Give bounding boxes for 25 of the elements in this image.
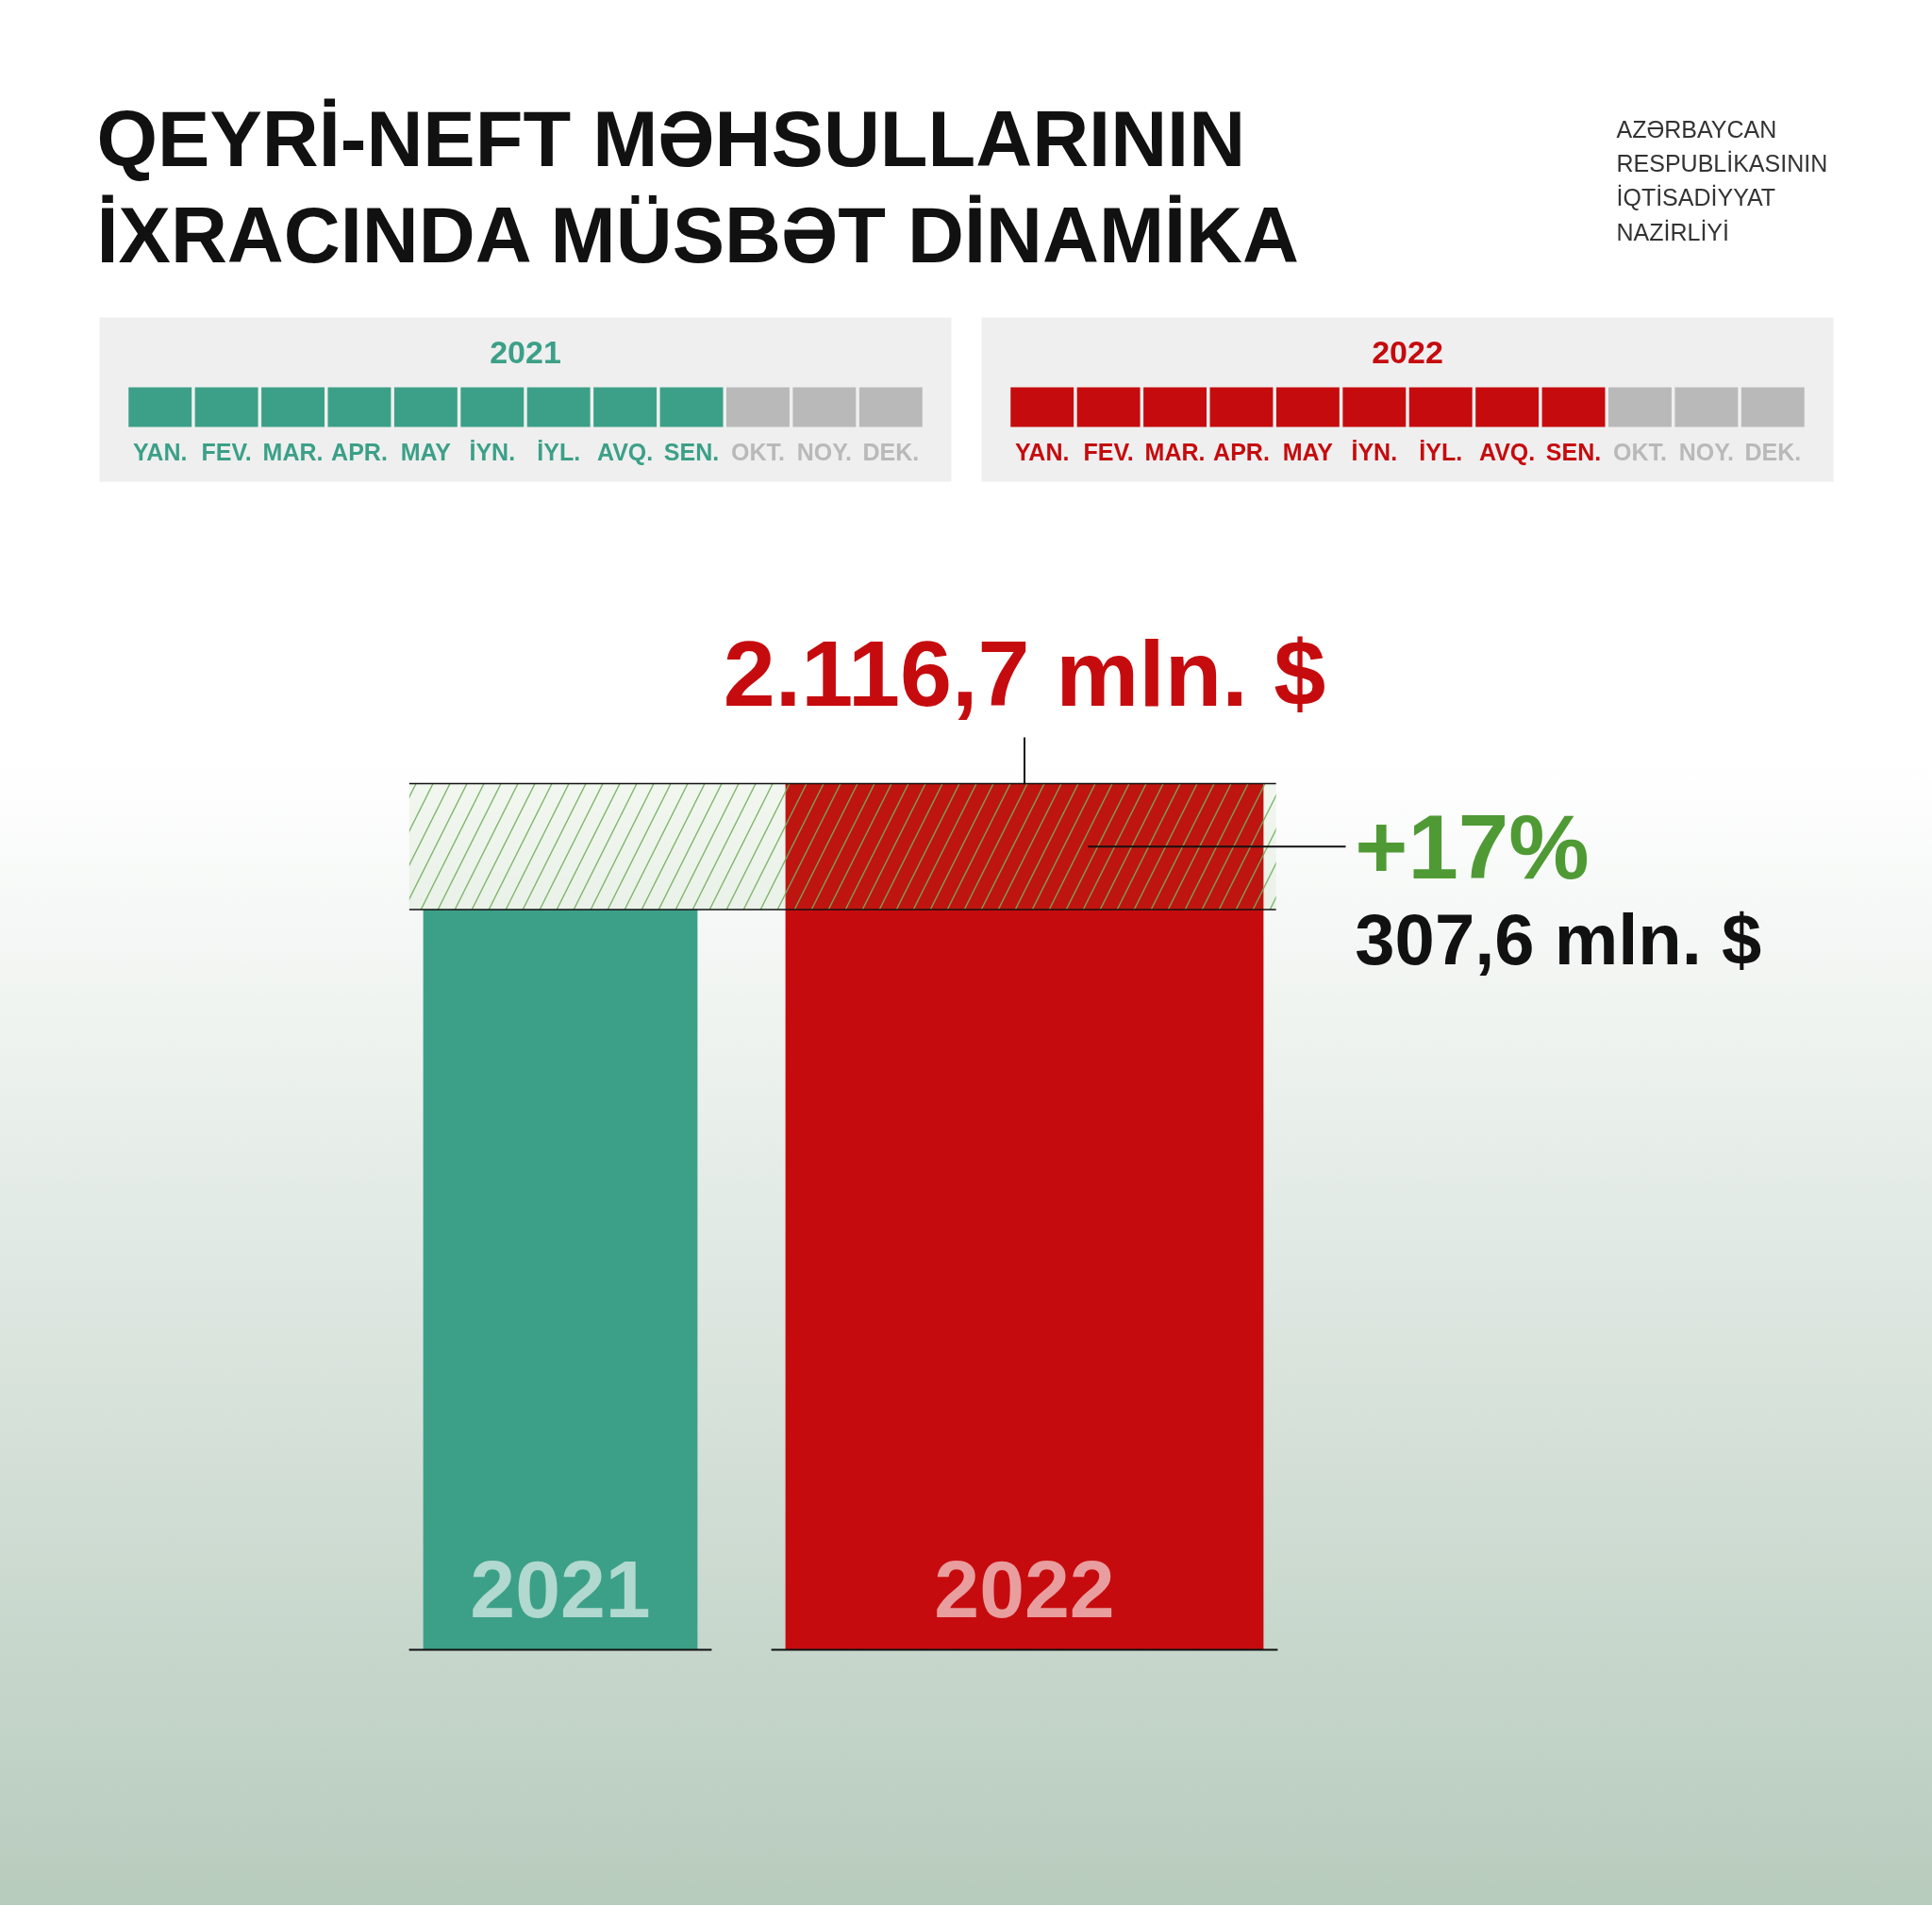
text: 2021 (470, 1544, 651, 1634)
chart-title: QEYRİ-NEFT MƏHSULLARININ İXRACINDA MÜSBƏT DİNAMİKA (96, 94, 1299, 279)
annotation: 307,6 mln. $ (1355, 898, 1762, 979)
x-tick-label: SEN. (663, 438, 720, 465)
x-tick-label: APR. (331, 438, 388, 465)
x-tick-label: MAR. (1144, 438, 1206, 465)
x-tick-label: MAR. (262, 438, 324, 465)
x-tick-label: YAN. (132, 438, 188, 465)
x-tick-label: AVQ. (596, 438, 654, 465)
text: 2022 (934, 1544, 1115, 1634)
x-tick-label: İYN. (1351, 438, 1398, 465)
x-tick-label: AVQ. (1478, 438, 1536, 465)
text: AZƏRBAYCAN RESPUBLİKASININ İQTİSADİYYAT NAZİRLİYİ (1616, 115, 1828, 245)
x-tick-label: FEV. (201, 438, 252, 465)
x-tick-label: MAY (400, 438, 452, 465)
x-tick-label: İYN. (469, 438, 516, 465)
band-label: +17% (1355, 795, 1590, 897)
x-tick-label: MAY (1282, 438, 1334, 465)
data-label: 2.116,7 mln. $ (723, 621, 1326, 726)
x-tick-label: İYL. (1419, 438, 1463, 465)
x-tick-label: İYL. (537, 438, 581, 465)
x-tick-label: FEV. (1083, 438, 1134, 465)
x-tick-label: YAN. (1014, 438, 1070, 465)
x-tick-label: SEN. (1545, 438, 1602, 465)
x-tick-label: APR. (1213, 438, 1270, 465)
